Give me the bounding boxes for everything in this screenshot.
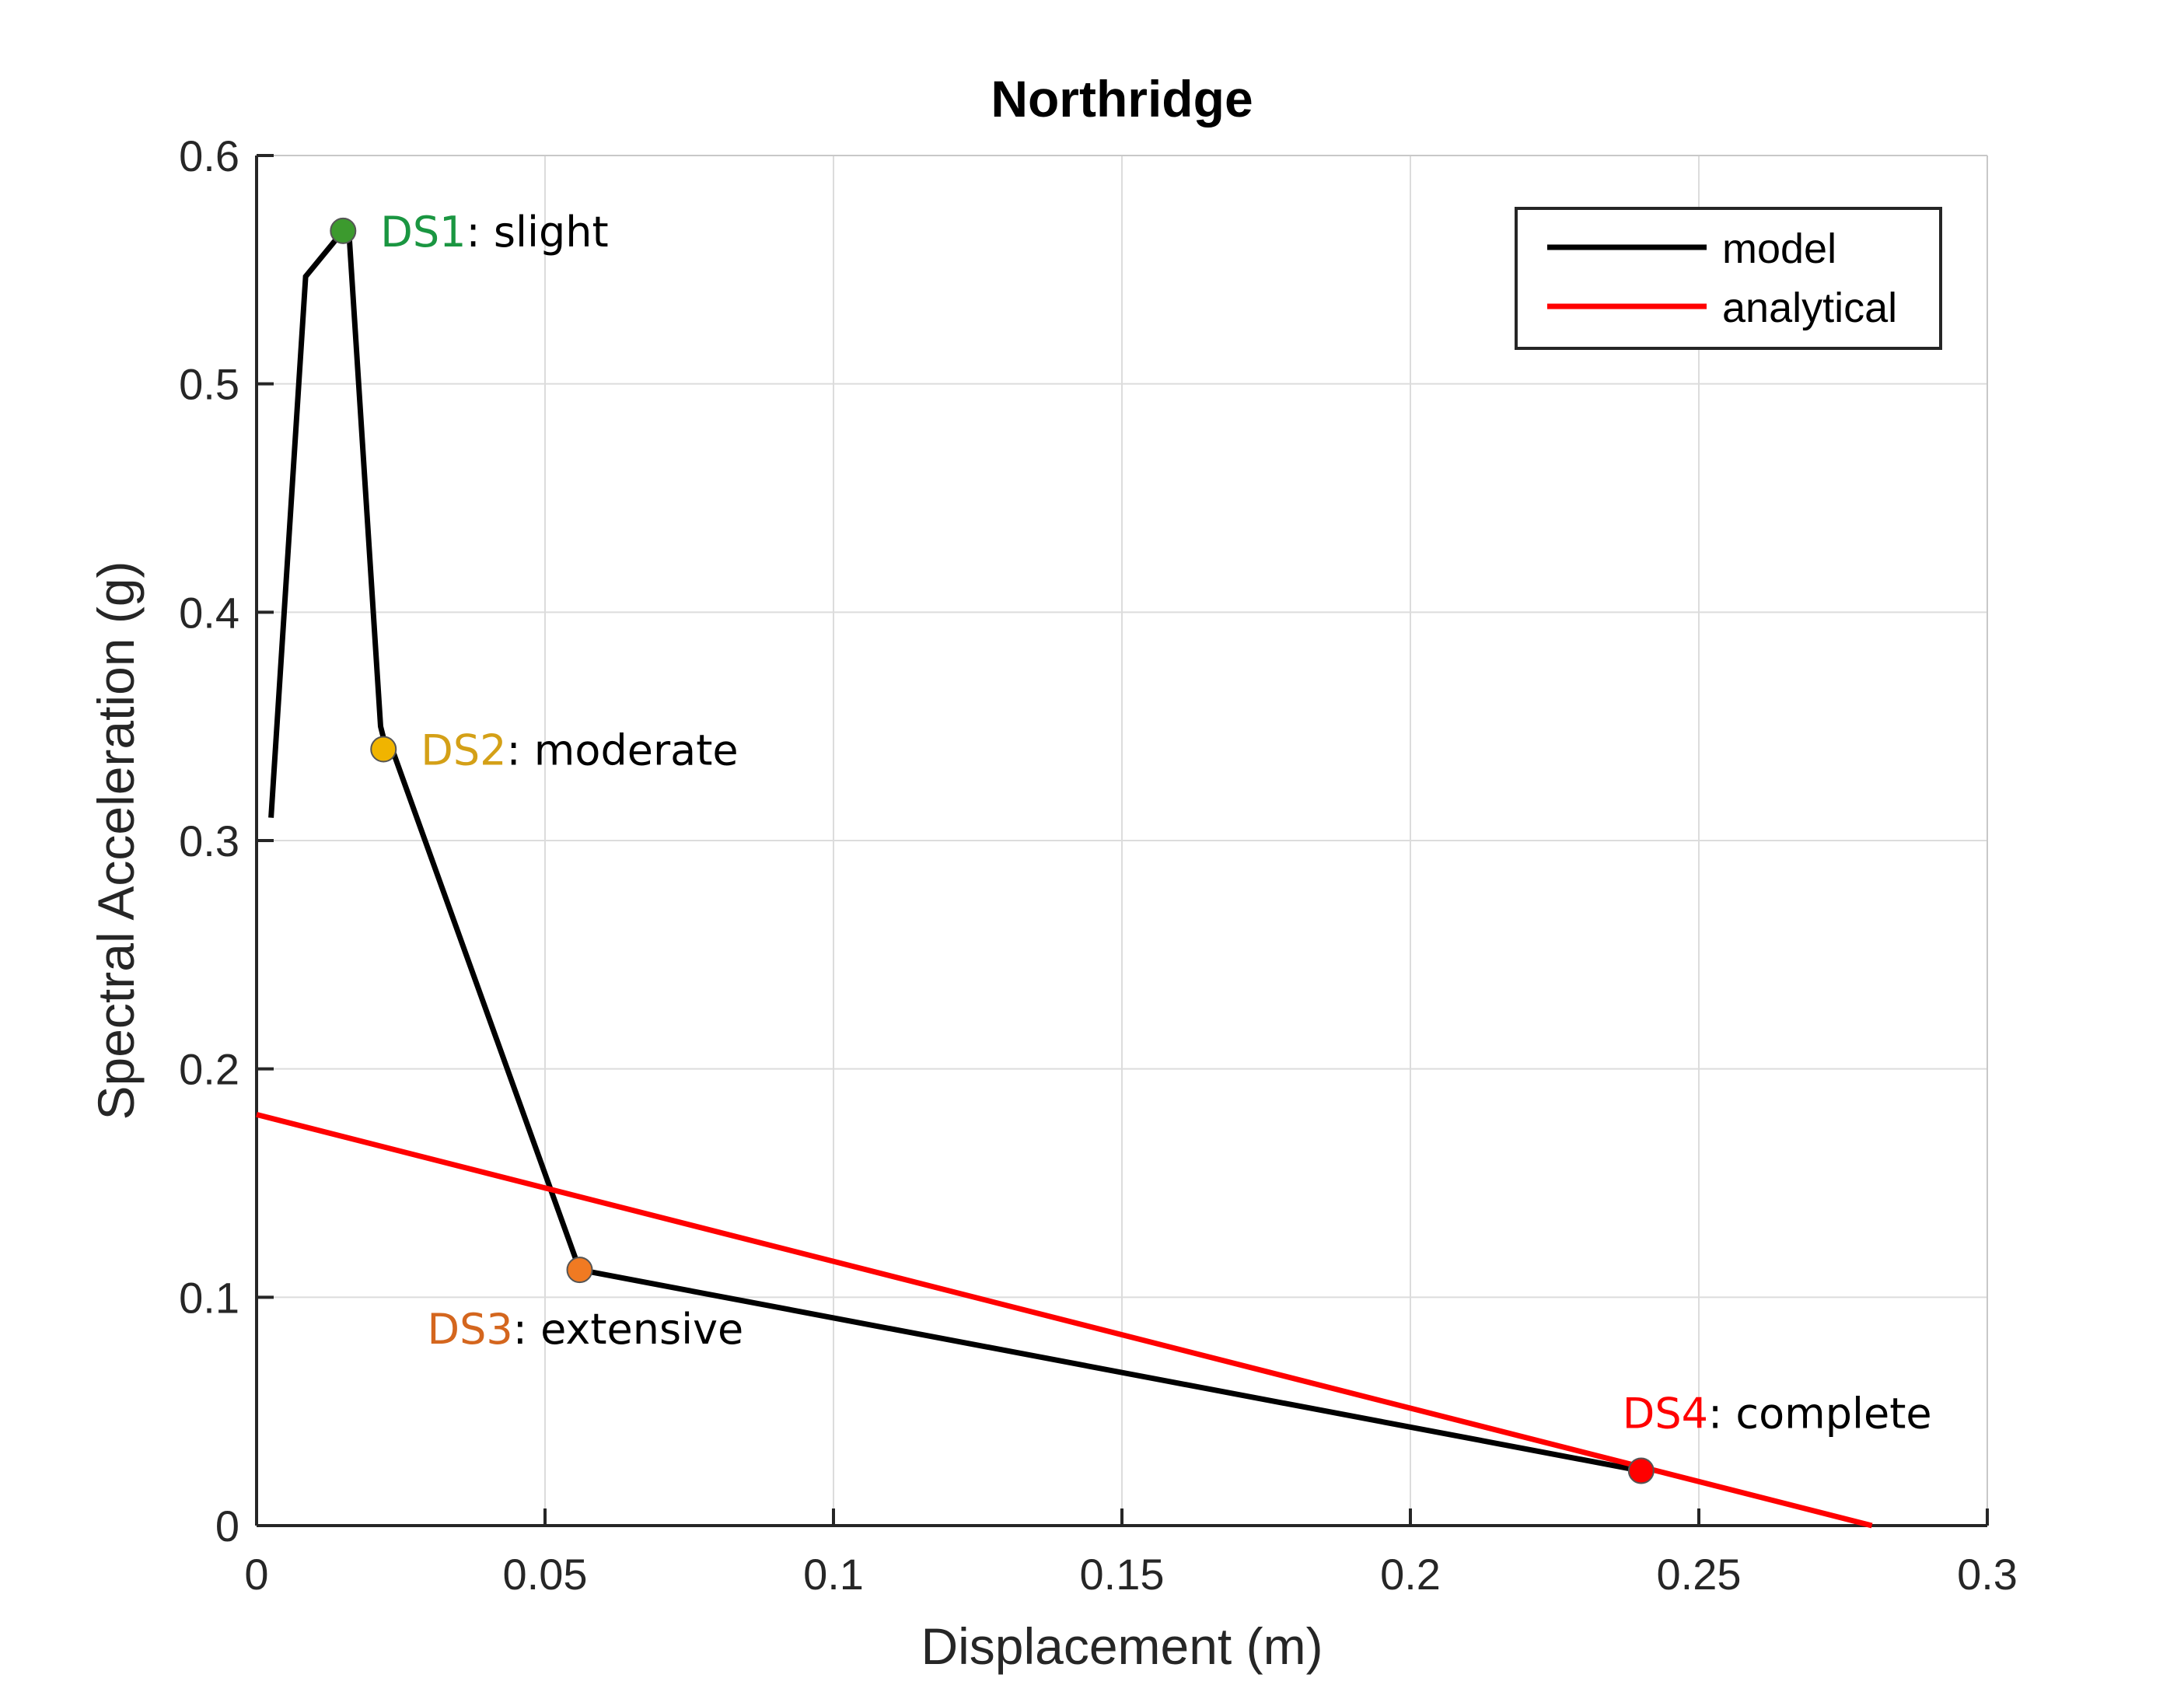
ds4-description: : complete: [1708, 1390, 1932, 1439]
ds3-code: DS3: [428, 1305, 513, 1354]
ds2-label: DS2: moderate: [421, 726, 738, 775]
ds1-code: DS1: [380, 208, 466, 257]
ds1-description: : slight: [467, 208, 609, 257]
legend-label-analytical: analytical: [1722, 285, 1897, 331]
x-axis-label: Displacement (m): [921, 1617, 1323, 1675]
y-tick-label-2: 0.2: [179, 1045, 239, 1094]
y-tick-label-1: 0.1: [179, 1273, 239, 1322]
x-tick-label-0: 0: [244, 1550, 268, 1599]
ds4-marker: [1627, 1457, 1655, 1484]
ds2-description: : moderate: [506, 726, 738, 775]
ds3-marker: [566, 1257, 593, 1284]
ds4-label: DS4: complete: [1623, 1390, 1932, 1439]
x-tick-label-1: 0.05: [503, 1550, 588, 1599]
x-tick-label-2: 0.1: [803, 1550, 864, 1599]
series-line-model: [268, 228, 1642, 1474]
axes: 0 0.05 0.1 0.15 0.2 0.25 0.3 0 0.1 0.2 0.3 0.4 0.5 0.…: [179, 131, 2018, 1599]
series-layer: [256, 228, 1873, 1529]
chart-title: Northridge: [991, 70, 1253, 128]
ds4-code: DS4: [1623, 1390, 1708, 1439]
ds2-marker: [370, 736, 397, 763]
legend: model analytical: [1515, 207, 1942, 350]
ds2-code: DS2: [421, 726, 506, 775]
y-tick-label-5: 0.5: [179, 360, 239, 409]
y-tick-label-0: 0: [215, 1501, 239, 1550]
x-tick-label-6: 0.3: [1957, 1550, 2018, 1599]
ds1-label: DS1: slight: [380, 208, 608, 257]
y-tick-label-4: 0.4: [179, 588, 239, 637]
ds3-label: DS3: extensive: [428, 1305, 744, 1354]
legend-box: [1515, 207, 1942, 350]
legend-label-model: model: [1722, 225, 1836, 272]
series-line-analytical: [256, 1112, 1873, 1529]
ds1-marker: [330, 217, 357, 244]
y-tick-label-3: 0.3: [179, 816, 239, 865]
ds3-description: : extensive: [513, 1305, 744, 1354]
y-axis-label: Spectral Acceleration (g): [87, 561, 145, 1120]
x-tick-label-4: 0.2: [1380, 1550, 1441, 1599]
y-tick-label-6: 0.6: [179, 131, 239, 180]
x-tick-label-5: 0.25: [1657, 1550, 1742, 1599]
x-tick-label-3: 0.15: [1080, 1550, 1165, 1599]
